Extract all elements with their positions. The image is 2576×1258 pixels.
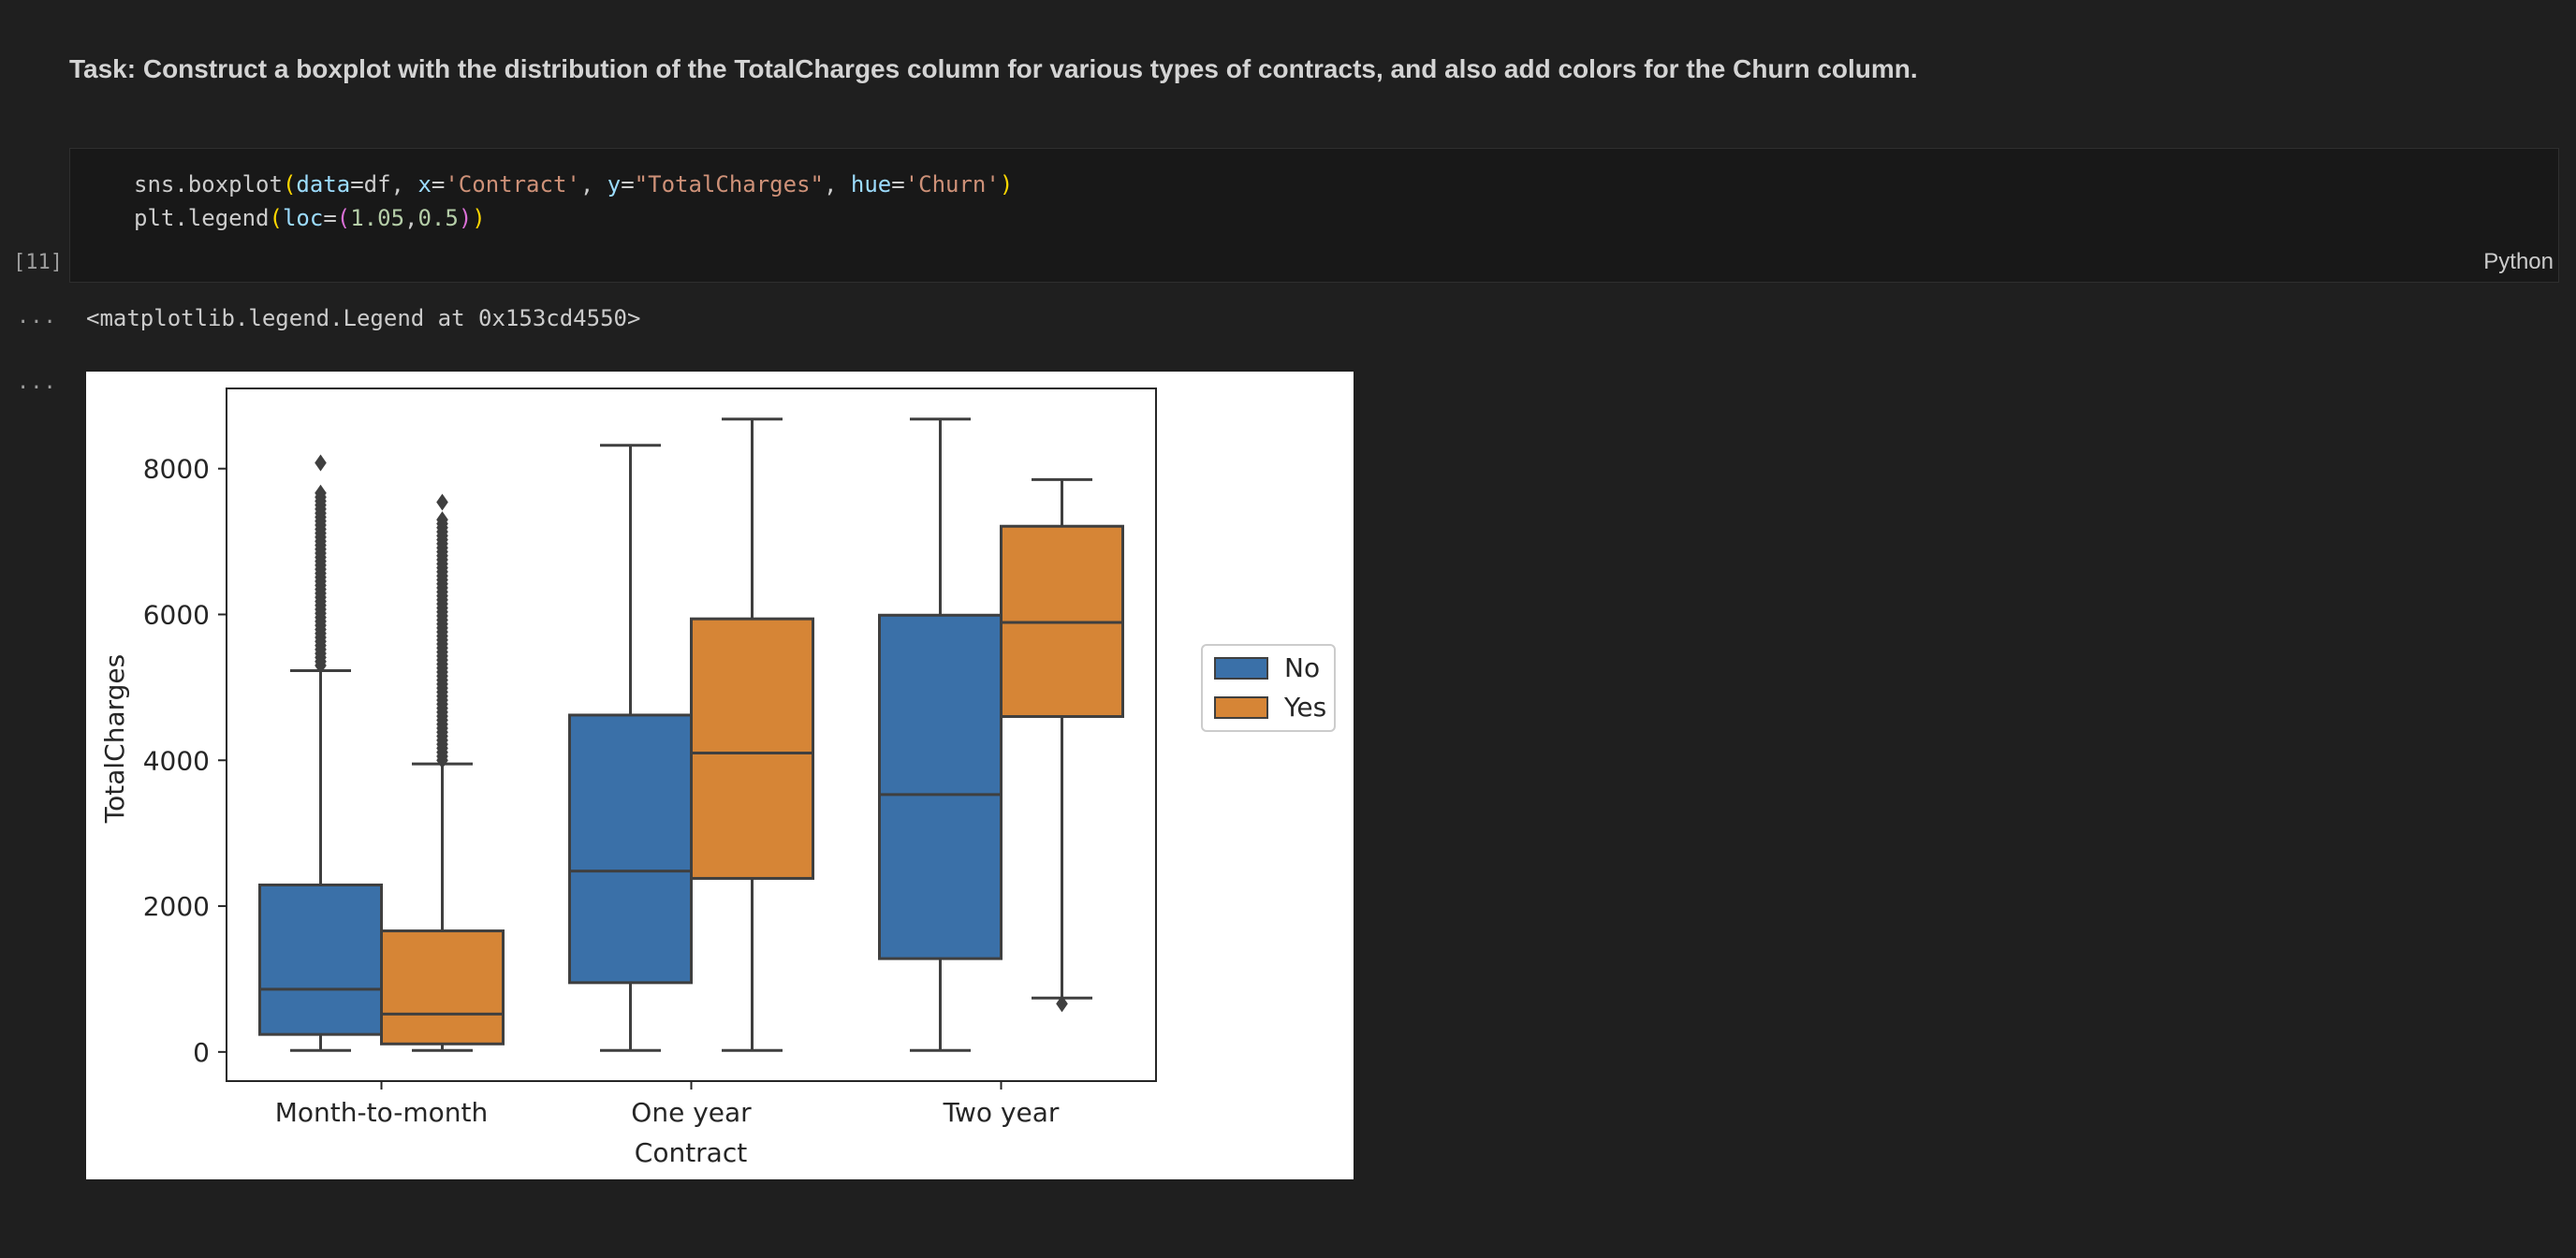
boxplot-figure: 0 2000 4000 6000 8000 Month-to-month One year T… (86, 372, 1354, 1179)
y-tick-label: 2000 (143, 891, 210, 922)
x-axis-label: Contract (635, 1137, 747, 1168)
y-tick-label: 0 (193, 1037, 210, 1068)
output-ellipsis-icon[interactable]: ... (17, 305, 57, 329)
execution-count: [11] (13, 251, 63, 274)
outlier-point (315, 454, 327, 472)
outlier-point (1056, 995, 1068, 1013)
legend: No Yes (1201, 644, 1336, 732)
boxplot-chart: 0 2000 4000 6000 8000 Month-to-month One year T… (99, 388, 1336, 1168)
code-line-1[interactable]: sns.boxplot(data=df, x='Contract', y="To… (134, 171, 1014, 197)
y-tick-label: 6000 (143, 599, 210, 630)
box-yes (690, 617, 814, 880)
outlier-point (436, 511, 448, 529)
markdown-task-text: Task: Construct a boxplot with the distr… (69, 54, 1918, 83)
legend-swatch-no (1214, 657, 1268, 680)
box-yes (380, 929, 505, 1046)
box-no (568, 713, 693, 985)
y-tick-label: 8000 (143, 454, 210, 485)
y-axis-label: TotalCharges (99, 654, 130, 824)
output-ellipsis-icon-2[interactable]: ... (17, 371, 57, 394)
code-cell[interactable]: sns.boxplot(data=df, x='Contract', y="To… (69, 148, 2559, 283)
legend-label-yes: Yes (1283, 692, 1326, 723)
x-tick-label: One year (631, 1097, 752, 1128)
outlier-point (315, 484, 327, 502)
box-no (258, 883, 383, 1036)
code-line-2[interactable]: plt.legend(loc=(1.05,0.5)) (134, 205, 486, 231)
y-tick-label: 4000 (143, 745, 210, 776)
x-tick-label: Two year (943, 1097, 1060, 1128)
box-no (878, 613, 1003, 960)
legend-label-no: No (1284, 652, 1320, 683)
text-output: <matplotlib.legend.Legend at 0x153cd4550… (86, 305, 641, 331)
outlier-point (436, 493, 448, 511)
language-label[interactable]: Python (2483, 249, 2554, 274)
legend-swatch-yes (1214, 696, 1268, 719)
x-tick-label: Month-to-month (275, 1097, 488, 1128)
